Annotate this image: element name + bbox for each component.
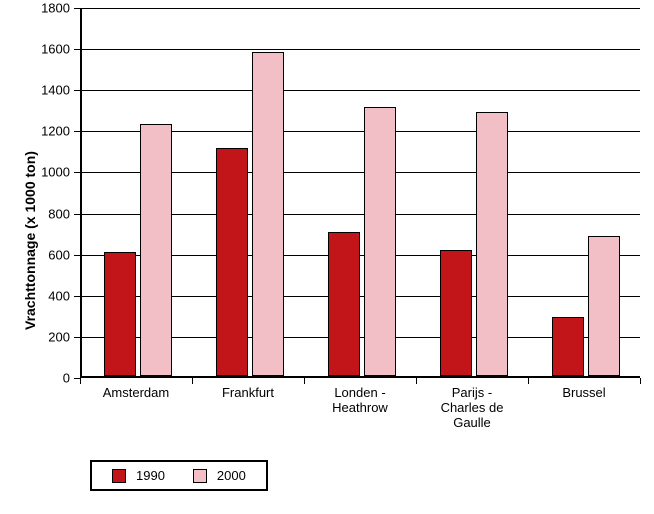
y-tick-mark [74, 296, 80, 297]
gridline [82, 8, 640, 9]
bar [216, 148, 247, 376]
legend-item: 1990 [112, 468, 165, 483]
y-tick-label: 1400 [34, 83, 70, 98]
y-tick-label: 200 [34, 329, 70, 344]
y-tick-mark [74, 49, 80, 50]
freight-chart: Vrachttonnage (x 1000 ton) 19902000 0200… [0, 0, 654, 514]
y-tick-mark [74, 8, 80, 9]
plot-area [80, 8, 640, 378]
bar [476, 112, 507, 376]
gridline [82, 90, 640, 91]
bar [140, 124, 171, 376]
bar [252, 52, 283, 376]
y-tick-label: 1200 [34, 124, 70, 139]
x-axis-label: Londen -Heathrow [304, 386, 416, 416]
bar [104, 252, 135, 376]
y-tick-mark [74, 172, 80, 173]
gridline [82, 49, 640, 50]
y-tick-label: 1600 [34, 42, 70, 57]
x-tick [192, 378, 193, 384]
x-tick [304, 378, 305, 384]
x-tick [640, 378, 641, 384]
y-tick-mark [74, 255, 80, 256]
y-tick-label: 1800 [34, 1, 70, 16]
y-tick-label: 1000 [34, 165, 70, 180]
y-tick-mark [74, 214, 80, 215]
y-tick-mark [74, 337, 80, 338]
y-tick-mark [74, 90, 80, 91]
legend: 1990 2000 [90, 460, 268, 491]
x-axis-label: Parijs -Charles deGaulle [416, 386, 528, 431]
y-tick-mark [74, 131, 80, 132]
bar [328, 232, 359, 376]
x-axis-label: Brussel [528, 386, 640, 401]
legend-swatch [193, 469, 207, 483]
y-tick-label: 600 [34, 247, 70, 262]
y-tick-label: 800 [34, 206, 70, 221]
legend-item: 2000 [193, 468, 246, 483]
y-tick-label: 400 [34, 288, 70, 303]
legend-label: 2000 [217, 468, 246, 483]
bar [364, 107, 395, 376]
x-tick [80, 378, 81, 384]
legend-swatch [112, 469, 126, 483]
bar [588, 236, 619, 376]
bar [552, 317, 583, 376]
legend-label: 1990 [136, 468, 165, 483]
x-axis-label: Frankfurt [192, 386, 304, 401]
x-axis-label: Amsterdam [80, 386, 192, 401]
y-tick-label: 0 [34, 371, 70, 386]
x-tick [416, 378, 417, 384]
x-tick [528, 378, 529, 384]
bar [440, 250, 471, 376]
